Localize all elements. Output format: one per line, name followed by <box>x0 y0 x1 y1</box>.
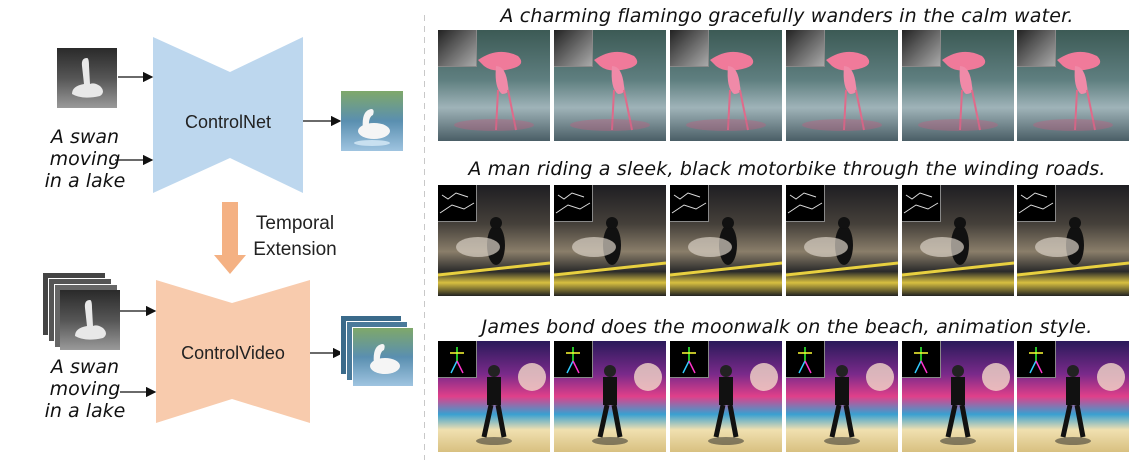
bottom-prompt-line-3: in a lake <box>44 400 126 422</box>
frame-2-5 <box>902 185 1014 296</box>
frame-3-4 <box>786 341 898 452</box>
row-3-caption: James bond does the moonwalk on the beac… <box>481 316 1093 338</box>
frame-2-6 <box>1017 185 1129 296</box>
frame-2-2 <box>554 185 666 296</box>
canny-control-thumb <box>902 185 941 222</box>
pose-control-thumb <box>902 341 941 378</box>
depth-control-thumb <box>554 30 593 67</box>
frame-3-6 <box>1017 341 1129 452</box>
canny-control-thumb <box>554 185 593 222</box>
depth-control-thumb <box>902 30 941 67</box>
temporal-extension-label: Temporal Extension <box>240 211 350 263</box>
depth-control-thumb <box>1017 30 1056 67</box>
controlvideo-label: ControlVideo <box>181 343 285 363</box>
frame-2-3 <box>670 185 782 296</box>
canny-control-thumb <box>786 185 825 222</box>
bottom-prompt-line-1: A swan <box>50 356 120 378</box>
controlvideo-block <box>156 280 310 423</box>
depth-control-thumb <box>786 30 825 67</box>
extension-line-2: Extension <box>253 239 337 260</box>
swan-silhouette <box>72 58 103 98</box>
top-prompt-line-1: A swan <box>50 126 120 148</box>
depth-control-thumb <box>438 30 477 67</box>
controlnet-block <box>153 37 303 193</box>
canny-control-thumb <box>670 185 709 222</box>
frame-3-1 <box>438 341 550 452</box>
row-2-caption: A man riding a sleek, black motorbike th… <box>468 158 1106 180</box>
depth-map-input <box>57 48 117 108</box>
top-prompt-line-3: in a lake <box>44 170 126 192</box>
swan-output-image <box>341 91 403 151</box>
controlnet-label: ControlNet <box>184 112 272 132</box>
frame-2-4 <box>786 185 898 296</box>
frame-1-6 <box>1017 30 1129 141</box>
pose-control-thumb <box>786 341 825 378</box>
temporal-extension-arrow <box>214 202 246 274</box>
frame-3-5 <box>902 341 1014 452</box>
depth-control-thumb <box>670 30 709 67</box>
extension-line-1: Temporal <box>255 213 335 234</box>
row-1-caption: A charming flamingo gracefully wanders i… <box>500 5 1074 27</box>
top-prompt-line-2: moving <box>49 148 121 170</box>
frame-1-4 <box>786 30 898 141</box>
pipeline-panel: A swan moving in a lake ControlNet Contr… <box>0 0 425 467</box>
frame-1-1 <box>438 30 550 141</box>
pose-control-thumb <box>438 341 477 378</box>
pipeline-graphics <box>115 15 425 460</box>
bottom-prompt: A swan moving in a lake <box>25 356 145 422</box>
depth-frames-stack <box>42 272 122 352</box>
frame-1-3 <box>670 30 782 141</box>
top-prompt: A swan moving in a lake <box>25 126 145 192</box>
frame-3-2 <box>554 341 666 452</box>
canny-control-thumb <box>438 185 477 222</box>
frame-2-1 <box>438 185 550 296</box>
swan-video-stack <box>340 315 420 395</box>
pose-control-thumb <box>1017 341 1056 378</box>
frame-1-5 <box>902 30 1014 141</box>
canny-control-thumb <box>1017 185 1056 222</box>
bottom-prompt-line-2: moving <box>49 378 121 400</box>
pose-control-thumb <box>554 341 593 378</box>
pose-control-thumb <box>670 341 709 378</box>
frame-3-3 <box>670 341 782 452</box>
frame-1-2 <box>554 30 666 141</box>
